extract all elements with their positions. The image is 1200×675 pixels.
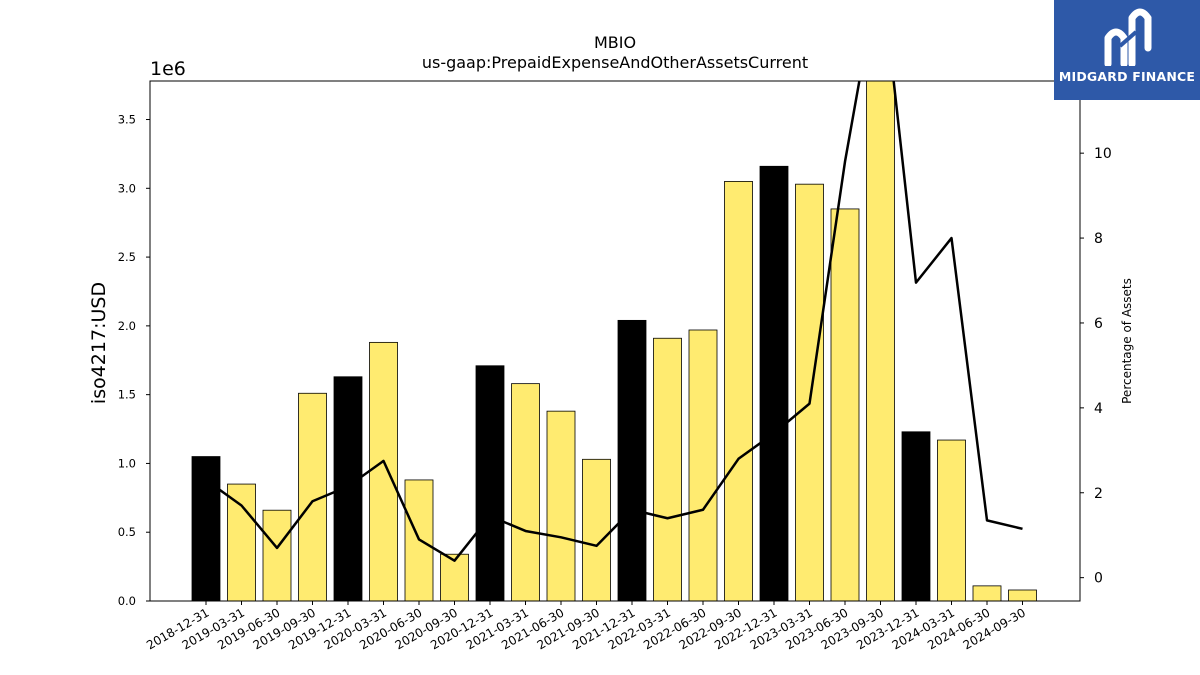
y-tick-label: 0.0 xyxy=(118,594,136,608)
y2-tick-label: 0 xyxy=(1094,571,1103,587)
y-tick-label: 2.0 xyxy=(118,319,136,333)
bar xyxy=(227,483,256,602)
y2-tick-label: 10 xyxy=(1094,146,1112,162)
bar xyxy=(724,181,753,602)
y-tick-label: 2.5 xyxy=(118,250,136,264)
bar xyxy=(972,585,1002,602)
chart-subtitle: us-gaap:PrepaidExpenseAndOtherAssetsCurr… xyxy=(422,53,808,72)
bar xyxy=(191,456,221,602)
bar xyxy=(866,80,895,602)
bar xyxy=(830,208,860,602)
y2-tick-label: 4 xyxy=(1094,401,1103,417)
y-tick-label: 0.5 xyxy=(118,525,136,539)
y2-tick-label: 8 xyxy=(1094,231,1103,247)
bar xyxy=(688,329,718,602)
bar xyxy=(546,410,576,602)
y2-tick-label: 2 xyxy=(1094,486,1103,502)
bar xyxy=(653,337,682,602)
y-tick-label: 1.0 xyxy=(118,456,136,470)
plot-frame xyxy=(149,80,1081,602)
chart-title: MBIO xyxy=(594,33,636,52)
brand-name: MIDGARD FINANCE xyxy=(1058,69,1196,84)
bar xyxy=(795,183,824,602)
y-axis-label: iso4217:USD xyxy=(88,282,110,404)
percentage-line xyxy=(205,81,1023,562)
y-tick-labels: 0.0 0.5 1.0 1.5 2.0 2.5 3.0 3.5 xyxy=(118,113,150,608)
y-offset-label: 1e6 xyxy=(150,58,186,80)
axes xyxy=(149,80,1081,602)
bar xyxy=(617,319,647,602)
brand-logo: MIDGARD FINANCE xyxy=(1054,0,1200,100)
bar xyxy=(333,376,363,602)
bar xyxy=(759,165,789,602)
bar xyxy=(1008,589,1037,602)
bar xyxy=(582,458,611,602)
y2-axis-label: Percentage of Assets xyxy=(1120,278,1134,404)
y2-tick-label: 6 xyxy=(1094,316,1103,332)
x-tick-labels: 2018-12-312019-03-312019-06-302019-09-30… xyxy=(144,601,1028,652)
y-tick-label: 3.0 xyxy=(118,181,136,195)
y2-tick-labels: 0 2 4 6 8 10 xyxy=(1080,146,1112,587)
y-tick-label: 1.5 xyxy=(118,388,136,402)
midgard-logo-icon xyxy=(1104,8,1152,66)
bar xyxy=(262,509,292,602)
bar xyxy=(475,365,505,602)
bar xyxy=(901,431,931,602)
bars xyxy=(191,80,1037,602)
y-tick-label: 3.5 xyxy=(118,113,136,127)
bar xyxy=(511,383,540,602)
bar xyxy=(369,341,398,602)
line-layer xyxy=(205,81,1023,562)
bar xyxy=(937,439,966,602)
